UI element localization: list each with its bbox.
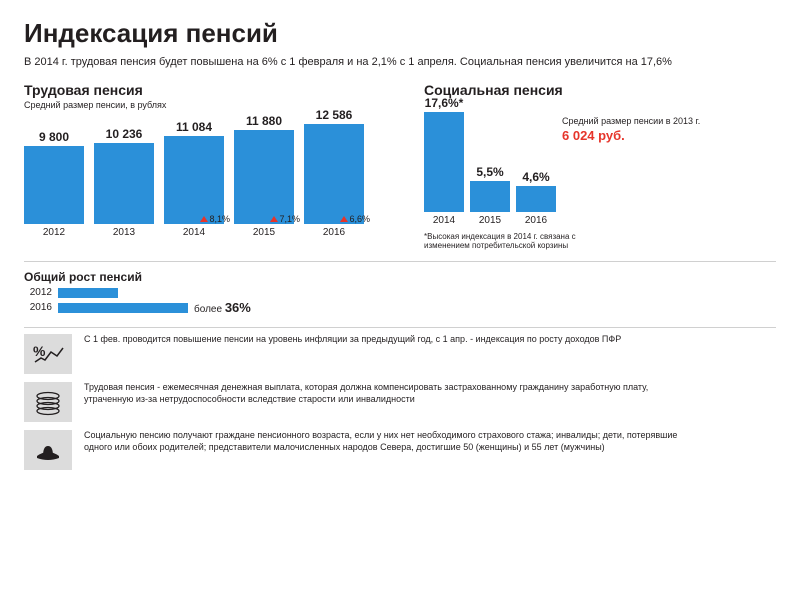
bar-year: 2016 <box>525 215 547 226</box>
social-chart: Социальная пенсия 17,6%* 2014 5,5% 2015 4,6%… <box>424 82 744 251</box>
labor-bar-col: 11 88020157,1% <box>234 114 294 238</box>
info-rows: % С 1 фев. проводится повышение пенсии на… <box>24 334 776 470</box>
bar-year: 2015 <box>479 215 501 226</box>
bar-year: 2014 <box>183 227 205 238</box>
bar-value: 5,5% <box>476 165 503 179</box>
bar-value: 9 800 <box>39 130 69 144</box>
triangle-up-icon <box>340 216 348 222</box>
social-side-value: 6 024 руб. <box>562 128 700 143</box>
info-row: Социальную пенсию получают граждане пенс… <box>24 430 776 470</box>
social-title: Социальная пенсия <box>424 82 744 98</box>
growth-bar <box>58 288 118 298</box>
bar-value: 12 586 <box>316 108 353 122</box>
triangle-down-icon <box>532 201 540 207</box>
bar-value: 10 236 <box>106 127 143 141</box>
bar-change: 6,6% <box>340 214 370 224</box>
bar <box>304 124 364 224</box>
social-side: Средний размер пенсии в 2013 г. 6 024 ру… <box>562 116 700 143</box>
bar-year: 2014 <box>433 215 455 226</box>
bar-year: 2015 <box>253 227 275 238</box>
social-row: 17,6%*20145,5%20154,6%2016 Средний разме… <box>424 100 744 226</box>
bar-change: 8,1% <box>200 214 230 224</box>
labor-bar-col: 10 236 2013 <box>94 127 154 238</box>
growth-row: 2016 более 36% <box>24 300 776 315</box>
growth-bar <box>58 303 188 313</box>
charts-row: Трудовая пенсия Средний размер пенсии, в… <box>24 82 776 251</box>
info-row: % С 1 фев. проводится повышение пенсии на… <box>24 334 776 374</box>
bar-year: 2016 <box>323 227 345 238</box>
growth-year: 2012 <box>24 287 52 298</box>
social-note: *Высокая индексация в 2014 г. связана с … <box>424 232 604 251</box>
labor-chart: Трудовая пенсия Средний размер пенсии, в… <box>24 82 384 251</box>
triangle-up-icon <box>270 216 278 222</box>
bar-year: 2012 <box>43 227 65 238</box>
percent-icon: % <box>24 334 72 374</box>
growth-block: Общий рост пенсий 2012 2016 более 36% <box>24 270 776 315</box>
growth-label: более 36% <box>194 300 251 315</box>
info-text: Трудовая пенсия - ежемесячная денежная в… <box>84 382 684 405</box>
growth-title: Общий рост пенсий <box>24 270 776 284</box>
bar <box>94 143 154 224</box>
info-row: Трудовая пенсия - ежемесячная денежная в… <box>24 382 776 422</box>
bar-value: 17,6%* <box>425 96 464 110</box>
growth-row: 2012 <box>24 287 776 298</box>
social-bar-col: 5,5% 2015 <box>470 165 510 226</box>
bar <box>424 112 464 212</box>
labor-bar-col: 11 08420148,1% <box>164 120 224 238</box>
labor-bars: 9 800 2012 10 236 2013 11 084 2014 8,1% 11 880 2… <box>24 116 384 238</box>
bar-value: 4,6% <box>522 170 549 184</box>
subtitle: В 2014 г. трудовая пенсия будет повышена… <box>24 55 776 70</box>
bar-year: 2013 <box>113 227 135 238</box>
info-text: С 1 фев. проводится повышение пенсии на … <box>84 334 621 346</box>
bar-value: 11 084 <box>176 120 212 134</box>
bar <box>234 130 294 224</box>
social-side-label: Средний размер пенсии в 2013 г. <box>562 116 700 126</box>
coins-icon <box>24 382 72 422</box>
page-title: Индексация пенсий <box>24 18 776 49</box>
info-text: Социальную пенсию получают граждане пенс… <box>84 430 684 453</box>
triangle-up-icon <box>200 216 208 222</box>
bar <box>24 146 84 224</box>
divider-1 <box>24 261 776 262</box>
triangle-down-icon <box>486 201 494 207</box>
social-bars: 17,6%*20145,5%20154,6%2016 <box>424 100 556 226</box>
bar <box>164 136 224 224</box>
social-bar-col: 17,6%* 2014 <box>424 96 464 226</box>
labor-bar-col: 9 800 2012 <box>24 130 84 238</box>
labor-title: Трудовая пенсия <box>24 82 384 98</box>
hat-icon <box>24 430 72 470</box>
bar-change: 7,1% <box>270 214 300 224</box>
social-bar-col: 4,6% 2016 <box>516 170 556 226</box>
growth-rows: 2012 2016 более 36% <box>24 287 776 315</box>
divider-2 <box>24 327 776 328</box>
svg-text:%: % <box>33 343 46 359</box>
bar-value: 11 880 <box>246 114 282 128</box>
labor-bar-col: 12 58620166,6% <box>304 108 364 238</box>
growth-year: 2016 <box>24 302 52 313</box>
